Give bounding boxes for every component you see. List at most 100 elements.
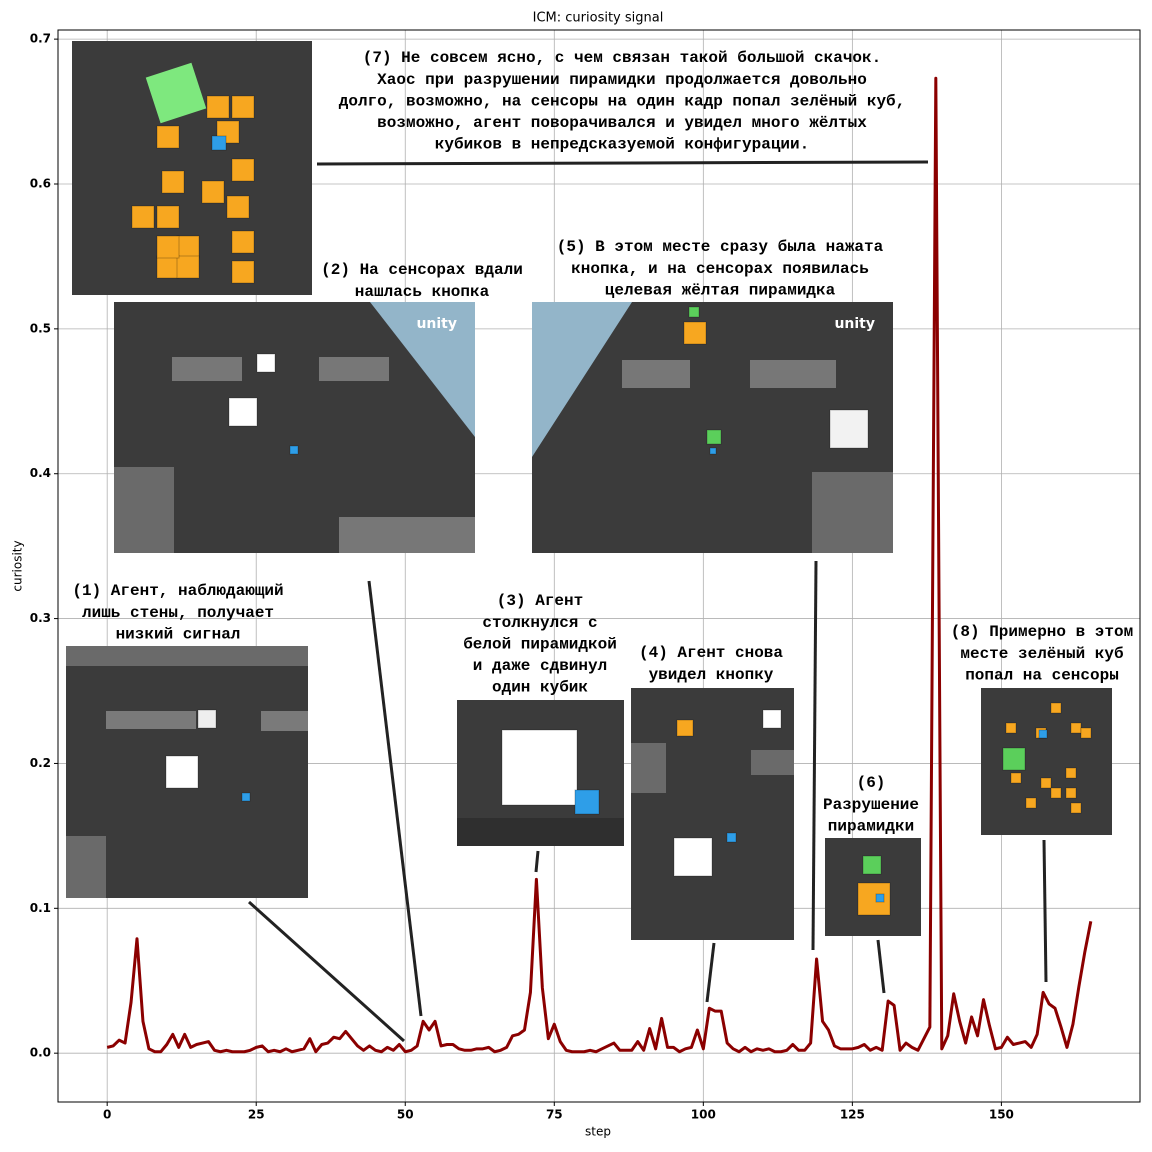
x-tick-label: 150	[989, 1108, 1014, 1122]
annotation-text: (6)	[857, 774, 886, 792]
cube	[1050, 702, 1062, 714]
connector	[811, 560, 818, 951]
logo: unity	[834, 316, 875, 332]
cube	[241, 792, 251, 802]
connector	[367, 580, 423, 1017]
annotation-text: Разрушение	[823, 796, 919, 814]
cube	[1002, 747, 1026, 771]
wall	[812, 472, 893, 553]
screenshot	[72, 41, 312, 295]
wall	[319, 357, 389, 381]
annotation-text: нашлась кнопка	[355, 283, 490, 301]
annotation-text: один кубик	[492, 679, 588, 697]
cube	[1070, 802, 1082, 814]
cube	[762, 709, 782, 729]
plot-frame	[57, 29, 1141, 1103]
cube	[683, 321, 707, 345]
annotation-text: возможно, агент поворачивался и увидел м…	[377, 114, 867, 132]
annotation-text: низкий сигнал	[116, 625, 241, 643]
connector	[876, 939, 886, 994]
annotation-text: (1) Агент, наблюдающий	[72, 582, 283, 600]
annotation-text: (4) Агент снова	[639, 644, 783, 662]
x-axis-label: step	[585, 1125, 611, 1139]
y-tick-label: 0.3	[30, 611, 51, 625]
cube	[156, 125, 180, 149]
wall	[750, 360, 836, 388]
y-tick-label: 0.0	[30, 1046, 51, 1060]
cube	[131, 205, 155, 229]
annotation-text: месте зелёный куб	[960, 645, 1123, 663]
x-tick-label: 25	[248, 1108, 265, 1122]
y-tick-label: 0.4	[30, 466, 51, 480]
screenshot-frame	[631, 688, 794, 940]
x-tick-label: 125	[840, 1108, 865, 1122]
screenshot	[457, 700, 624, 846]
connector	[316, 160, 929, 166]
cube	[228, 397, 258, 427]
wall	[622, 360, 690, 388]
screenshot	[66, 646, 308, 898]
chart-title: ICM: curiosity signal	[533, 11, 664, 26]
cube	[574, 789, 600, 815]
sky	[370, 302, 475, 437]
cube	[709, 447, 717, 455]
wall	[66, 646, 308, 666]
cube	[1005, 722, 1017, 734]
y-tick-label: 0.1	[30, 901, 51, 915]
annotation-text: (3) Агент	[497, 592, 583, 610]
annotation-text: увидел кнопку	[649, 666, 774, 684]
cube	[726, 832, 737, 843]
screenshot	[981, 688, 1112, 835]
cube	[862, 855, 882, 875]
wall	[114, 467, 174, 553]
annotation-text: целевая жёлтая пирамидка	[605, 281, 836, 299]
cube	[145, 62, 207, 124]
cube	[1080, 727, 1092, 739]
annotation-text: лишь стены, получает	[82, 604, 274, 622]
cube	[829, 409, 869, 449]
sky	[532, 302, 632, 457]
wall	[106, 711, 196, 729]
cube	[688, 306, 700, 318]
wall	[751, 750, 794, 775]
cube	[176, 235, 200, 259]
wall	[261, 711, 308, 731]
cube	[1040, 777, 1052, 789]
cube	[226, 195, 250, 219]
cube	[165, 755, 199, 789]
annotation-text: (7) Не совсем ясно, с чем связан такой б…	[363, 49, 881, 67]
cube	[501, 729, 578, 806]
cube	[231, 260, 255, 284]
cube	[206, 95, 230, 119]
cube	[161, 170, 185, 194]
cube	[706, 429, 722, 445]
annotation-text: (8) Примерно в этом	[951, 623, 1133, 641]
y-tick-label: 0.6	[30, 176, 51, 190]
x-tick-label: 0	[103, 1108, 111, 1122]
cube	[1010, 772, 1022, 784]
wall	[339, 517, 475, 553]
x-tick-label: 50	[397, 1108, 414, 1122]
annotation-text: кнопка, и на сенсорах появилась	[571, 260, 869, 278]
cube	[289, 445, 299, 455]
annotation-text: белой пирамидкой	[463, 635, 617, 653]
connector	[534, 850, 540, 873]
x-tick-label: 100	[691, 1108, 716, 1122]
annotation-text: и даже сдвинул	[473, 657, 607, 675]
cube	[875, 893, 885, 903]
cube	[156, 255, 180, 279]
cube	[1065, 787, 1077, 799]
cube	[1038, 729, 1048, 739]
cube	[156, 235, 180, 259]
annotation-text: столкнулся с	[482, 614, 597, 632]
wall	[66, 836, 106, 898]
cube	[231, 95, 255, 119]
annotation-text: пирамидки	[828, 817, 914, 835]
annotation-text: попал на сенсоры	[965, 666, 1119, 684]
cube	[673, 837, 713, 877]
floor	[457, 818, 624, 846]
cube	[1070, 722, 1082, 734]
screenshot	[631, 688, 794, 940]
y-tick-label: 0.2	[30, 756, 51, 770]
